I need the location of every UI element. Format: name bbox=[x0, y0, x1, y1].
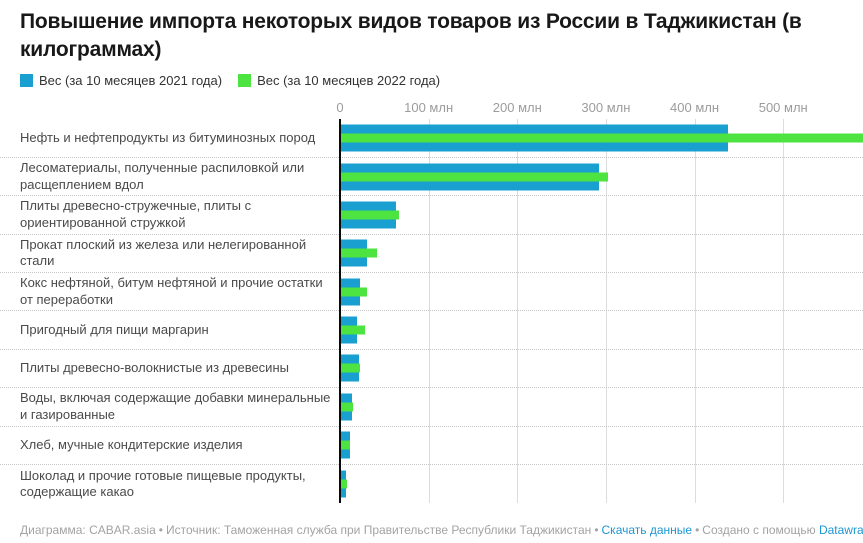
x-tick-label: 100 млн bbox=[404, 100, 454, 116]
chart-row: Хлеб, мучные кондитерские изделия bbox=[0, 427, 863, 465]
chart-area: Нефть и нефтепродукты из битуминозных по… bbox=[0, 119, 863, 504]
bar-2021[interactable] bbox=[340, 354, 359, 364]
legend: Вес (за 10 месяцев 2021 года) Вес (за 10 … bbox=[20, 73, 843, 88]
gridline bbox=[517, 119, 519, 504]
bar-2022[interactable] bbox=[340, 479, 348, 489]
bar-2022[interactable] bbox=[340, 133, 863, 143]
category-label: Плиты древесно-стружечные, плиты с ориен… bbox=[20, 198, 252, 230]
bar-2021[interactable] bbox=[340, 278, 360, 288]
bar-group bbox=[340, 278, 367, 306]
bar-group bbox=[340, 470, 348, 498]
bar-2021[interactable] bbox=[340, 411, 352, 421]
bar-2021[interactable] bbox=[340, 431, 350, 441]
category-label: Прокат плоский из железа или нелегирован… bbox=[20, 236, 307, 269]
datawrapper-link[interactable]: Datawrapper bbox=[818, 523, 863, 538]
x-tick-label: 400 млн bbox=[670, 100, 720, 116]
chart-row: Плиты древесно-стружечные, плиты с ориен… bbox=[0, 196, 863, 235]
bar-group bbox=[340, 354, 361, 382]
legend-label: Вес (за 10 месяцев 2021 года) bbox=[39, 73, 223, 89]
bar-group bbox=[340, 163, 608, 191]
chart-row: Пригодный для пищи маргарин bbox=[0, 311, 863, 350]
bar-2021[interactable] bbox=[340, 257, 368, 267]
category-label: Воды, включая содержащие добавки минерал… bbox=[20, 390, 331, 422]
category-label: Лесоматериалы, полученные распиловкой ил… bbox=[20, 159, 305, 192]
bar-2022[interactable] bbox=[340, 325, 365, 335]
x-tick-label: 0 bbox=[336, 100, 344, 116]
chart-row: Воды, включая содержащие добавки минерал… bbox=[0, 388, 863, 427]
bar-2022[interactable] bbox=[340, 287, 367, 297]
legend-item-2022: Вес (за 10 месяцев 2022 года) bbox=[238, 73, 440, 88]
bar-group bbox=[340, 201, 399, 229]
page-title: Повышение импорта некоторых видов товаро… bbox=[20, 10, 802, 61]
bar-group bbox=[340, 124, 863, 152]
bullet-separator: • bbox=[594, 523, 599, 538]
footer: Диаграмма: CABAR.asia • Источник: Таможенн… bbox=[20, 523, 863, 538]
chart-row: Прокат плоский из железа или нелегирован… bbox=[0, 235, 863, 273]
bullet-separator: • bbox=[695, 523, 700, 538]
bar-2021[interactable] bbox=[340, 296, 360, 306]
bar-2021[interactable] bbox=[340, 163, 599, 173]
x-tick-label: 200 млн bbox=[492, 100, 542, 116]
bullet-separator: • bbox=[158, 523, 163, 538]
x-tick-label: 500 млн bbox=[758, 100, 808, 116]
bar-2021[interactable] bbox=[340, 124, 729, 134]
gridline bbox=[605, 119, 607, 504]
bar-2021[interactable] bbox=[340, 142, 729, 152]
legend-label: Вес (за 10 месяцев 2022 года) bbox=[257, 73, 441, 89]
category-label: Кокс нефтяной, битум нефтяной и прочие о… bbox=[20, 275, 323, 307]
bar-2021[interactable] bbox=[340, 488, 346, 498]
chart-row: Плиты древесно-волокнистые из древесины bbox=[0, 350, 863, 389]
y-axis-line bbox=[339, 119, 341, 504]
category-label: Нефть и нефтепродукты из битуминозных по… bbox=[20, 129, 316, 145]
bar-2022[interactable] bbox=[340, 440, 351, 450]
category-label: Хлеб, мучные кондитерские изделия bbox=[20, 436, 243, 452]
chart-row: Шоколад и прочие готовые пищевые продукт… bbox=[0, 465, 863, 503]
gridline bbox=[428, 119, 430, 504]
x-tick-label: 300 млн bbox=[581, 100, 631, 116]
bar-2022[interactable] bbox=[340, 248, 378, 258]
legend-swatch-icon bbox=[238, 74, 252, 88]
bar-2021[interactable] bbox=[340, 470, 346, 480]
chart-row: Лесоматериалы, полученные распиловкой ил… bbox=[0, 158, 863, 197]
bar-2022[interactable] bbox=[340, 210, 399, 220]
bar-2021[interactable] bbox=[340, 181, 599, 191]
bar-group bbox=[340, 239, 378, 267]
bar-group bbox=[340, 316, 365, 344]
legend-swatch-icon bbox=[20, 74, 33, 88]
bar-2022[interactable] bbox=[340, 172, 608, 182]
chart-row: Кокс нефтяной, битум нефтяной и прочие о… bbox=[0, 273, 863, 312]
chart-row: Нефть и нефтепродукты из битуминозных по… bbox=[0, 119, 863, 158]
chart-widget: Повышение импорта некоторых видов товаро… bbox=[0, 8, 863, 543]
x-axis: 0 100 млн 200 млн 300 млн 400 млн 500 млн bbox=[0, 100, 863, 117]
bar-group bbox=[340, 431, 351, 459]
bar-2021[interactable] bbox=[340, 201, 396, 211]
category-label: Пригодный для пищи маргарин bbox=[20, 321, 209, 337]
footer-source: Источник: Таможенная служба при Правител… bbox=[165, 523, 592, 538]
bar-group bbox=[340, 393, 354, 421]
bar-2022[interactable] bbox=[340, 402, 354, 412]
category-label: Плиты древесно-волокнистые из древесины bbox=[20, 360, 289, 376]
bar-2021[interactable] bbox=[340, 449, 350, 459]
footer-chart-credit: Диаграмма: CABAR.asia bbox=[20, 523, 156, 538]
bar-2021[interactable] bbox=[340, 334, 357, 344]
download-data-link[interactable]: Скачать данные bbox=[601, 523, 693, 538]
gridline bbox=[694, 119, 696, 504]
bar-2021[interactable] bbox=[340, 393, 352, 403]
bar-2021[interactable] bbox=[340, 316, 357, 326]
gridline bbox=[783, 119, 785, 504]
bar-2021[interactable] bbox=[340, 239, 368, 249]
footer-created-with: Создано с помощью bbox=[702, 523, 816, 538]
bar-2022[interactable] bbox=[340, 363, 361, 373]
legend-item-2021: Вес (за 10 месяцев 2021 года) bbox=[20, 73, 222, 88]
bar-2021[interactable] bbox=[340, 219, 396, 229]
category-label: Шоколад и прочие готовые пищевые продукт… bbox=[20, 467, 306, 500]
bar-2021[interactable] bbox=[340, 372, 359, 382]
